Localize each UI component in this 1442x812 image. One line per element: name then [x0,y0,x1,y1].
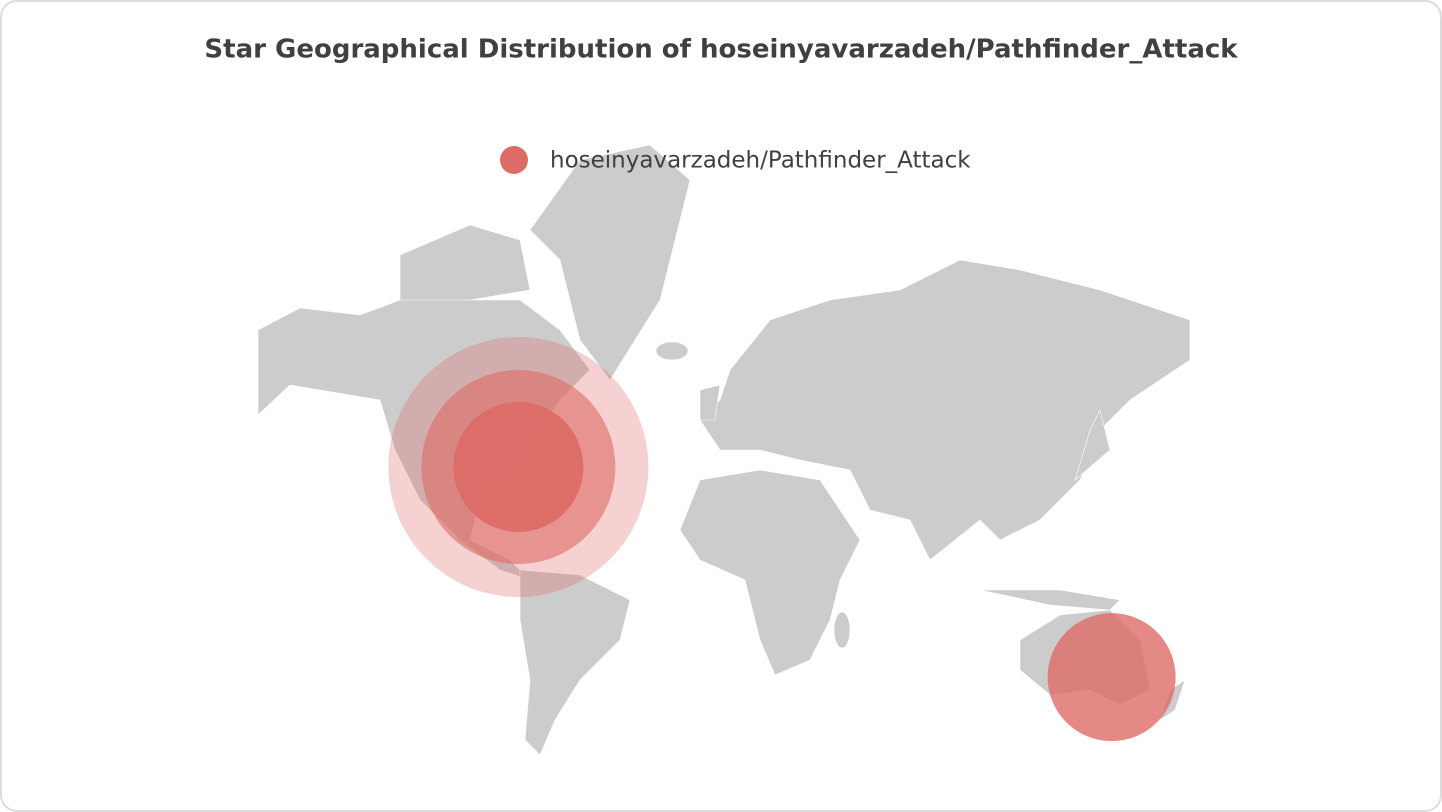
legend-marker [500,146,528,174]
legend-label: hoseinyavarzadeh/Pathfinder_Attack [550,148,971,174]
point [453,401,584,532]
chart-title: Star Geographical Distribution of hosein… [204,35,1238,65]
point [1047,613,1176,742]
